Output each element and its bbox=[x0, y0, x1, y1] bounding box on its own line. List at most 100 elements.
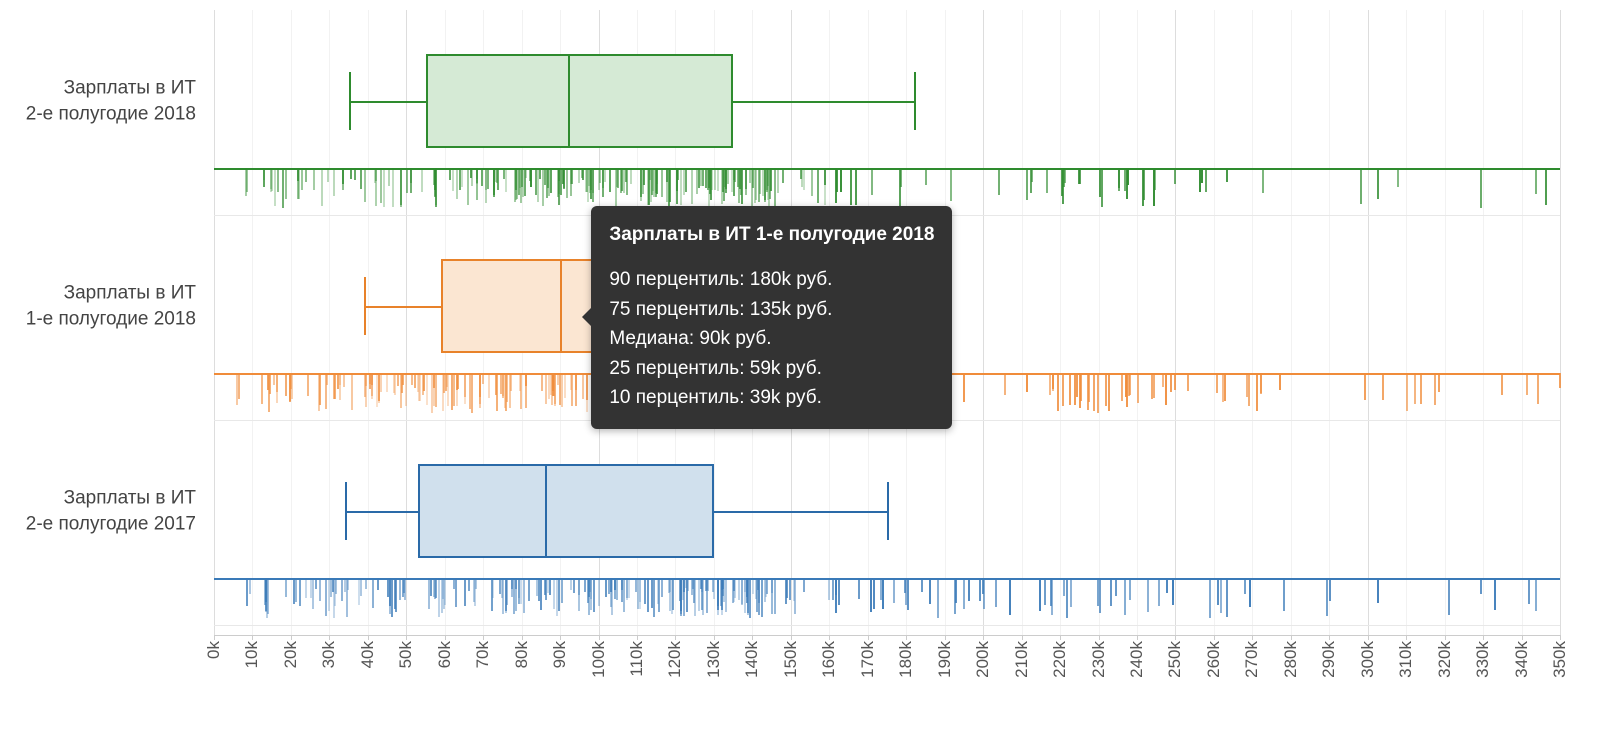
x-tick-label: 90k bbox=[550, 641, 570, 668]
x-tick-mark bbox=[522, 635, 523, 640]
rug-tick bbox=[598, 168, 600, 190]
rug-tick bbox=[430, 578, 432, 596]
rug-tick bbox=[561, 373, 563, 407]
rug-tick bbox=[1063, 578, 1065, 596]
rug-tick bbox=[757, 578, 759, 590]
x-tick-label: 240k bbox=[1127, 641, 1147, 678]
rug-tick bbox=[1062, 373, 1064, 406]
rug-tick bbox=[1050, 578, 1052, 606]
rug-tick bbox=[676, 168, 678, 204]
rug-tick bbox=[268, 373, 270, 412]
rug-tick bbox=[1217, 578, 1219, 605]
whisker-cap bbox=[345, 482, 347, 540]
rug-tick bbox=[372, 578, 374, 608]
rug-tick bbox=[401, 373, 403, 393]
x-tick-label: 350k bbox=[1550, 641, 1570, 678]
rug-tick bbox=[562, 168, 564, 184]
rug-tick bbox=[1101, 168, 1103, 207]
rug-tick bbox=[745, 168, 747, 189]
x-tick-label: 340k bbox=[1512, 641, 1532, 678]
rug-tick bbox=[449, 168, 451, 180]
rug-tick bbox=[452, 168, 454, 191]
x-tick-label: 200k bbox=[973, 641, 993, 678]
x-tick-mark bbox=[1022, 635, 1023, 640]
rug-tick bbox=[564, 373, 566, 398]
box-group[interactable] bbox=[214, 420, 1560, 625]
rug-tick bbox=[423, 373, 425, 391]
x-tick-mark bbox=[368, 635, 369, 640]
rug-tick bbox=[503, 168, 505, 179]
rug-tick bbox=[544, 168, 546, 185]
rug-tick bbox=[1004, 373, 1006, 395]
x-tick-label: 70k bbox=[473, 641, 493, 668]
x-tick-mark bbox=[637, 635, 638, 640]
rug-tick bbox=[467, 168, 469, 205]
rug-tick bbox=[647, 578, 649, 612]
x-tick-mark bbox=[329, 635, 330, 640]
rug-tick bbox=[1216, 373, 1218, 393]
rug-tick bbox=[1537, 373, 1539, 404]
x-tick-label: 220k bbox=[1050, 641, 1070, 678]
x-tick-label: 30k bbox=[319, 641, 339, 668]
x-tick-mark bbox=[906, 635, 907, 640]
rug-tick bbox=[1248, 373, 1250, 406]
x-tick-mark bbox=[214, 635, 215, 640]
rug-tick bbox=[668, 578, 670, 593]
rug-tick bbox=[1201, 168, 1203, 183]
rug-tick bbox=[487, 168, 489, 189]
x-tick-mark bbox=[445, 635, 446, 640]
rug-tick bbox=[360, 168, 362, 189]
rug-tick bbox=[661, 578, 663, 597]
x-tick-mark bbox=[291, 635, 292, 640]
rug-tick bbox=[346, 578, 348, 617]
rug-tick bbox=[520, 373, 522, 409]
rug-tick bbox=[547, 578, 549, 593]
rug-tick bbox=[394, 578, 396, 609]
rug-baseline bbox=[214, 578, 1560, 580]
rug-tick bbox=[1070, 578, 1072, 607]
rug-tick bbox=[685, 168, 687, 192]
x-tick-mark bbox=[1060, 635, 1061, 640]
rug-tick bbox=[758, 168, 760, 202]
tooltip-line: 90 перцентиль: 180k руб. bbox=[609, 265, 934, 294]
rug-tick bbox=[621, 578, 623, 602]
rug-tick bbox=[471, 373, 473, 413]
rug-tick bbox=[983, 578, 985, 609]
x-tick-mark bbox=[1137, 635, 1138, 640]
rug-tick bbox=[828, 578, 830, 600]
x-tick-mark bbox=[252, 635, 253, 640]
rug-tick bbox=[609, 168, 611, 192]
rug-tick bbox=[1494, 578, 1496, 610]
rug-tick bbox=[246, 578, 248, 606]
rug-tick bbox=[558, 168, 560, 194]
rug-tick bbox=[655, 168, 657, 197]
tooltip-line: 25 перцентиль: 59k руб. bbox=[609, 354, 934, 383]
rug-tick bbox=[1097, 373, 1099, 413]
rug-tick bbox=[400, 168, 402, 205]
x-tick-mark bbox=[406, 635, 407, 640]
rug-strip bbox=[214, 578, 1560, 624]
rug-tick bbox=[410, 168, 412, 183]
rug-tick bbox=[246, 168, 248, 192]
rug-tick bbox=[263, 168, 265, 180]
rug-tick bbox=[900, 168, 902, 187]
rug-tick bbox=[319, 578, 321, 601]
rug-tick bbox=[755, 578, 757, 599]
box-group[interactable] bbox=[214, 10, 1560, 215]
x-tick-label: 150k bbox=[781, 641, 801, 678]
rug-tick bbox=[725, 578, 727, 612]
rug-tick bbox=[481, 168, 483, 186]
rug-tick bbox=[893, 578, 895, 603]
rug-tick bbox=[1129, 373, 1131, 395]
rug-tick bbox=[672, 578, 674, 610]
rug-tick bbox=[1026, 168, 1028, 200]
rug-tick bbox=[979, 578, 981, 601]
rug-tick bbox=[721, 168, 723, 204]
rug-tick bbox=[605, 578, 607, 597]
rug-tick bbox=[744, 578, 746, 592]
x-tick-label: 100k bbox=[589, 641, 609, 678]
rug-tick bbox=[765, 578, 767, 597]
rug-tick bbox=[497, 168, 499, 190]
rug-tick bbox=[573, 578, 575, 593]
rug-tick bbox=[1064, 168, 1066, 183]
